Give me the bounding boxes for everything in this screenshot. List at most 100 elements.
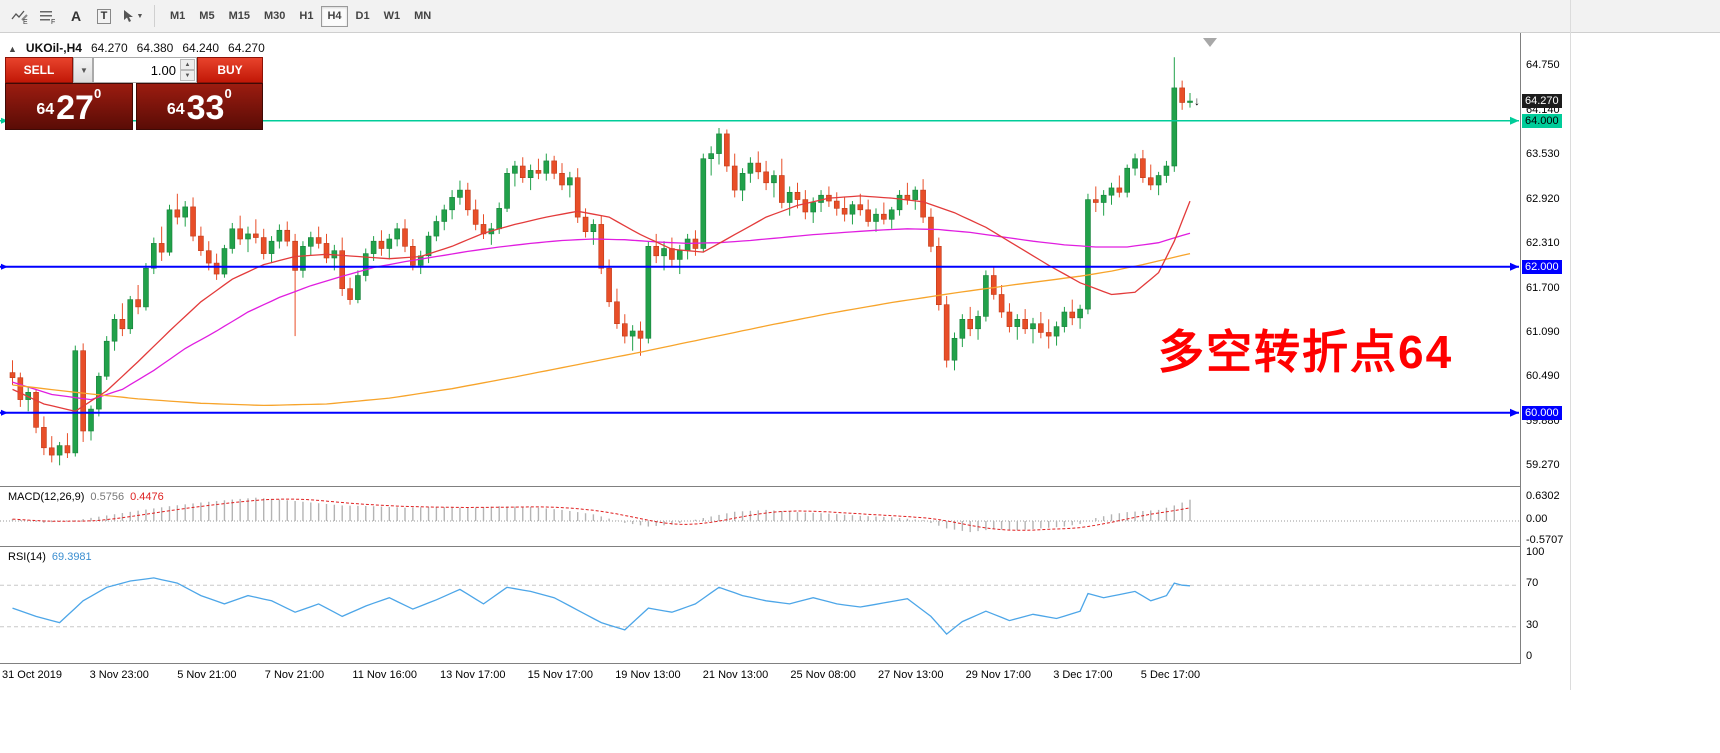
label-tool-label: T xyxy=(96,8,112,24)
chart-markup-icon[interactable]: E xyxy=(7,4,33,28)
buy-button[interactable]: BUY xyxy=(197,57,263,83)
timeframe-m15[interactable]: M15 xyxy=(223,6,256,27)
time-axis-label: 31 Oct 2019 xyxy=(2,669,62,681)
toolbar-separator xyxy=(154,5,155,27)
toolbar: E F A T ▼ M1 M5 M15 M30 H1 H4 D1 W1 MN xyxy=(0,0,1720,33)
text-tool-label: A xyxy=(70,8,82,24)
order-options-dropdown[interactable]: ▼ xyxy=(73,57,93,83)
price-axis-label: 64.750 xyxy=(1526,59,1560,71)
ohlc-close: 64.270 xyxy=(228,41,265,55)
time-axis-label: 5 Nov 21:00 xyxy=(177,669,237,681)
time-axis-label: 25 Nov 08:00 xyxy=(790,669,856,681)
time-axis-label: 11 Nov 16:00 xyxy=(352,669,418,681)
stepper-up-icon[interactable]: ▲ xyxy=(180,59,195,70)
price-axis-label: 62.920 xyxy=(1526,192,1560,205)
rsi-title: RSI(14) xyxy=(8,551,46,563)
timeframe-m5[interactable]: M5 xyxy=(193,6,220,27)
rsi-label: RSI(14) 69.3981 xyxy=(8,551,92,563)
symbol-name: UKOil-,H4 xyxy=(25,41,82,55)
collapse-panel-icon[interactable]: ▲ xyxy=(8,44,17,54)
timeframe-w1[interactable]: W1 xyxy=(378,6,407,27)
candlestick-chart[interactable]: ↓ xyxy=(0,33,1520,486)
chevron-down-icon: ▼ xyxy=(80,65,88,75)
sell-price-major: 64 xyxy=(36,101,55,118)
rsi-scale-label: 30 xyxy=(1526,618,1539,631)
buy-price-point: 0 xyxy=(224,86,232,101)
lot-stepper[interactable]: ▲ ▼ xyxy=(180,59,195,81)
chevron-down-icon: ▼ xyxy=(136,12,144,20)
macd-title: MACD(12,26,9) xyxy=(8,491,85,503)
time-axis-label: 3 Nov 23:00 xyxy=(89,669,149,681)
price-axis-label: 61.090 xyxy=(1526,326,1560,339)
buy-price-major: 64 xyxy=(166,101,185,118)
rsi-plot[interactable] xyxy=(0,547,1520,664)
timeframe-m1[interactable]: M1 xyxy=(164,6,191,27)
time-axis-label: 15 Nov 17:00 xyxy=(527,669,594,681)
time-axis-label: 19 Nov 13:00 xyxy=(615,669,681,681)
timeframe-button-group: M1 M5 M15 M30 H1 H4 D1 W1 MN xyxy=(163,5,438,27)
timeframe-mn[interactable]: MN xyxy=(408,6,437,27)
buy-price-display[interactable]: 64 33 0 xyxy=(135,83,263,130)
time-axis-label: 27 Nov 13:00 xyxy=(878,669,944,681)
sell-button[interactable]: SELL xyxy=(5,57,73,83)
rsi-scale-label: 0 xyxy=(1526,650,1533,662)
sell-price-display[interactable]: 64 27 0 xyxy=(5,83,133,130)
price-axis[interactable]: 64.750 64.140 63.530 62.920 62.310 61.700 61.0… xyxy=(1520,33,1570,664)
timeframe-h4[interactable]: H4 xyxy=(321,5,348,27)
lot-size-field[interactable]: 1.00 ▲ ▼ xyxy=(93,57,197,83)
current-price-tag: 64.270 xyxy=(1522,94,1562,109)
svg-text:F: F xyxy=(51,19,55,25)
ohlc-low: 64.240 xyxy=(182,41,220,55)
tick-direction-arrow-icon: ↓ xyxy=(1194,94,1200,108)
object-lines-icon[interactable]: F xyxy=(35,4,61,28)
timeframe-h1[interactable]: H1 xyxy=(293,6,319,27)
time-axis-label: 7 Nov 21:00 xyxy=(264,669,325,681)
lot-size-value[interactable]: 1.00 xyxy=(150,62,176,78)
price-axis-label: 62.310 xyxy=(1526,237,1560,250)
price-axis-label: 63.530 xyxy=(1526,148,1560,161)
time-axis-label: 5 Dec 17:00 xyxy=(1140,669,1201,681)
macd-panel[interactable]: MACD(12,26,9) 0.5756 0.4476 xyxy=(0,486,1520,546)
macd-scale-label: 0.6302 xyxy=(1526,489,1560,502)
scroll-position-marker[interactable] xyxy=(1203,38,1217,47)
sell-price-pips: 27 xyxy=(56,89,94,127)
macd-plot[interactable] xyxy=(0,487,1520,546)
price-axis-label: 61.700 xyxy=(1526,281,1560,294)
time-axis[interactable]: 31 Oct 2019 3 Nov 23:00 5 Nov 21:00 7 Nov 2… xyxy=(0,664,1570,690)
rsi-value: 69.3981 xyxy=(51,551,92,563)
timeframe-d1[interactable]: D1 xyxy=(350,6,376,27)
macd-label: MACD(12,26,9) 0.5756 0.4476 xyxy=(8,491,164,503)
macd-signal-value: 0.4476 xyxy=(130,491,164,503)
time-axis-label: 29 Nov 17:00 xyxy=(965,669,1032,681)
symbol-ohlc-header: ▲ UKOil-,H4 64.270 64.380 64.240 64.270 xyxy=(8,41,265,55)
object-lines-glyph: F xyxy=(40,11,55,25)
one-click-trading-panel: SELL ▼ 1.00 ▲ ▼ BUY 64 27 0 6 xyxy=(5,57,263,130)
hline-64-tag: 64.000 xyxy=(1522,113,1562,128)
rsi-panel[interactable]: RSI(14) 69.3981 xyxy=(0,546,1520,664)
price-axis-label: 60.490 xyxy=(1526,369,1560,382)
macd-scale-label: -0.5707 xyxy=(1526,534,1564,547)
macd-scale-label: 0.00 xyxy=(1526,513,1548,525)
ohlc-open: 64.270 xyxy=(90,41,128,55)
main-chart-area[interactable]: ↓ ▲ UKOil-,H4 64.270 64.380 64.240 64.27… xyxy=(0,33,1520,486)
svg-text:E: E xyxy=(23,19,28,25)
hline-60-tag: 60.000 xyxy=(1522,405,1562,420)
window-edge xyxy=(1570,0,1571,690)
stepper-down-icon[interactable]: ▼ xyxy=(180,70,195,81)
macd-main-value: 0.5756 xyxy=(90,491,125,503)
rsi-scale-label: 70 xyxy=(1526,577,1539,590)
ohlc-high: 64.380 xyxy=(136,41,174,55)
chart-markup-glyph: E xyxy=(11,10,28,25)
buy-price-pips: 33 xyxy=(186,89,225,127)
cursor-icon xyxy=(123,10,133,22)
sell-price-point: 0 xyxy=(93,86,102,101)
timeframe-m30[interactable]: M30 xyxy=(258,6,291,27)
rsi-scale-label: 100 xyxy=(1526,546,1545,558)
cursor-tool-button[interactable]: ▼ xyxy=(119,4,145,28)
time-axis-label: 3 Dec 17:00 xyxy=(1053,669,1113,681)
text-tool-button[interactable]: A xyxy=(63,4,89,28)
label-tool-button[interactable]: T xyxy=(91,4,117,28)
time-axis-label: 13 Nov 17:00 xyxy=(440,669,506,681)
hline-62-tag: 62.000 xyxy=(1522,259,1562,274)
